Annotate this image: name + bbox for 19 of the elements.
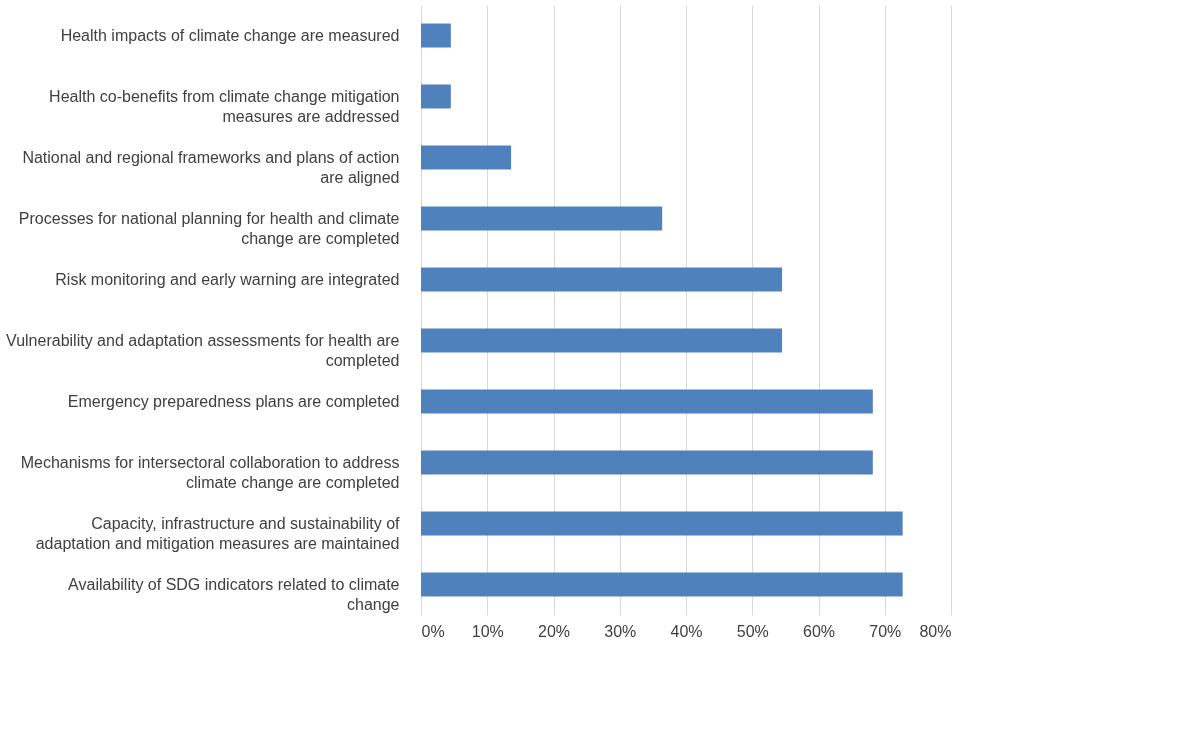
y-tick-label: Availability of SDG indicators related to climate change: [68, 575, 400, 613]
x-tick-label: 30%: [604, 622, 637, 640]
y-tick-label: Health impacts of climate change are measured: [60, 26, 400, 44]
y-tick-label: Processes for national planning for health and climate change are completed: [18, 209, 400, 247]
x-tick-label: 60%: [802, 622, 836, 640]
y-tick-label: Mechanisms for intersectoral collaboration to address climate change are completed: [20, 453, 400, 491]
y-tick-label: Vulnerability and adaptation assessments for health are completed: [6, 331, 400, 369]
x-tick-label: 70%: [869, 622, 902, 640]
y-tick-label: Emergency preparedness plans are completed: [67, 392, 400, 410]
y-tick-label: Capacity, infrastructure and sustainability of adaptation and mitigation measures are maintained: [35, 514, 401, 552]
x-tick-label: 80%: [919, 622, 952, 640]
x-tick-label: 40%: [670, 622, 703, 640]
y-tick-label: National and regional frameworks and plans of action are aligned: [22, 148, 400, 186]
y-tick-label: Risk monitoring and early warning are integrated: [55, 270, 400, 288]
x-tick-label: 0%: [421, 622, 445, 640]
y-tick-label: Health co-benefits from climate change mitigation measures are addressed: [49, 87, 400, 125]
x-tick-label: 50%: [736, 622, 769, 640]
x-tick-label: 20%: [537, 622, 571, 640]
x-tick-label: 10%: [471, 622, 504, 640]
